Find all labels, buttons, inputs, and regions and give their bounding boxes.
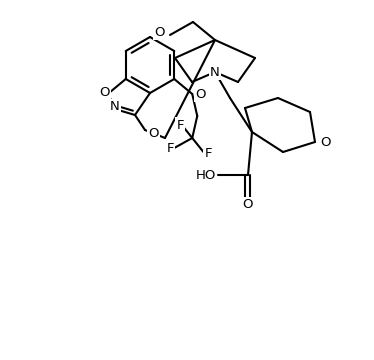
Text: O: O [243,198,253,211]
Text: F: F [177,118,184,131]
Text: F: F [166,141,174,154]
Text: HO: HO [196,168,216,181]
Text: O: O [148,126,159,140]
Text: N: N [110,100,119,113]
Text: O: O [154,26,165,39]
Text: N: N [210,66,220,78]
Text: O: O [99,86,110,99]
Text: F: F [205,147,212,159]
Text: O: O [320,135,331,149]
Text: O: O [195,87,206,100]
